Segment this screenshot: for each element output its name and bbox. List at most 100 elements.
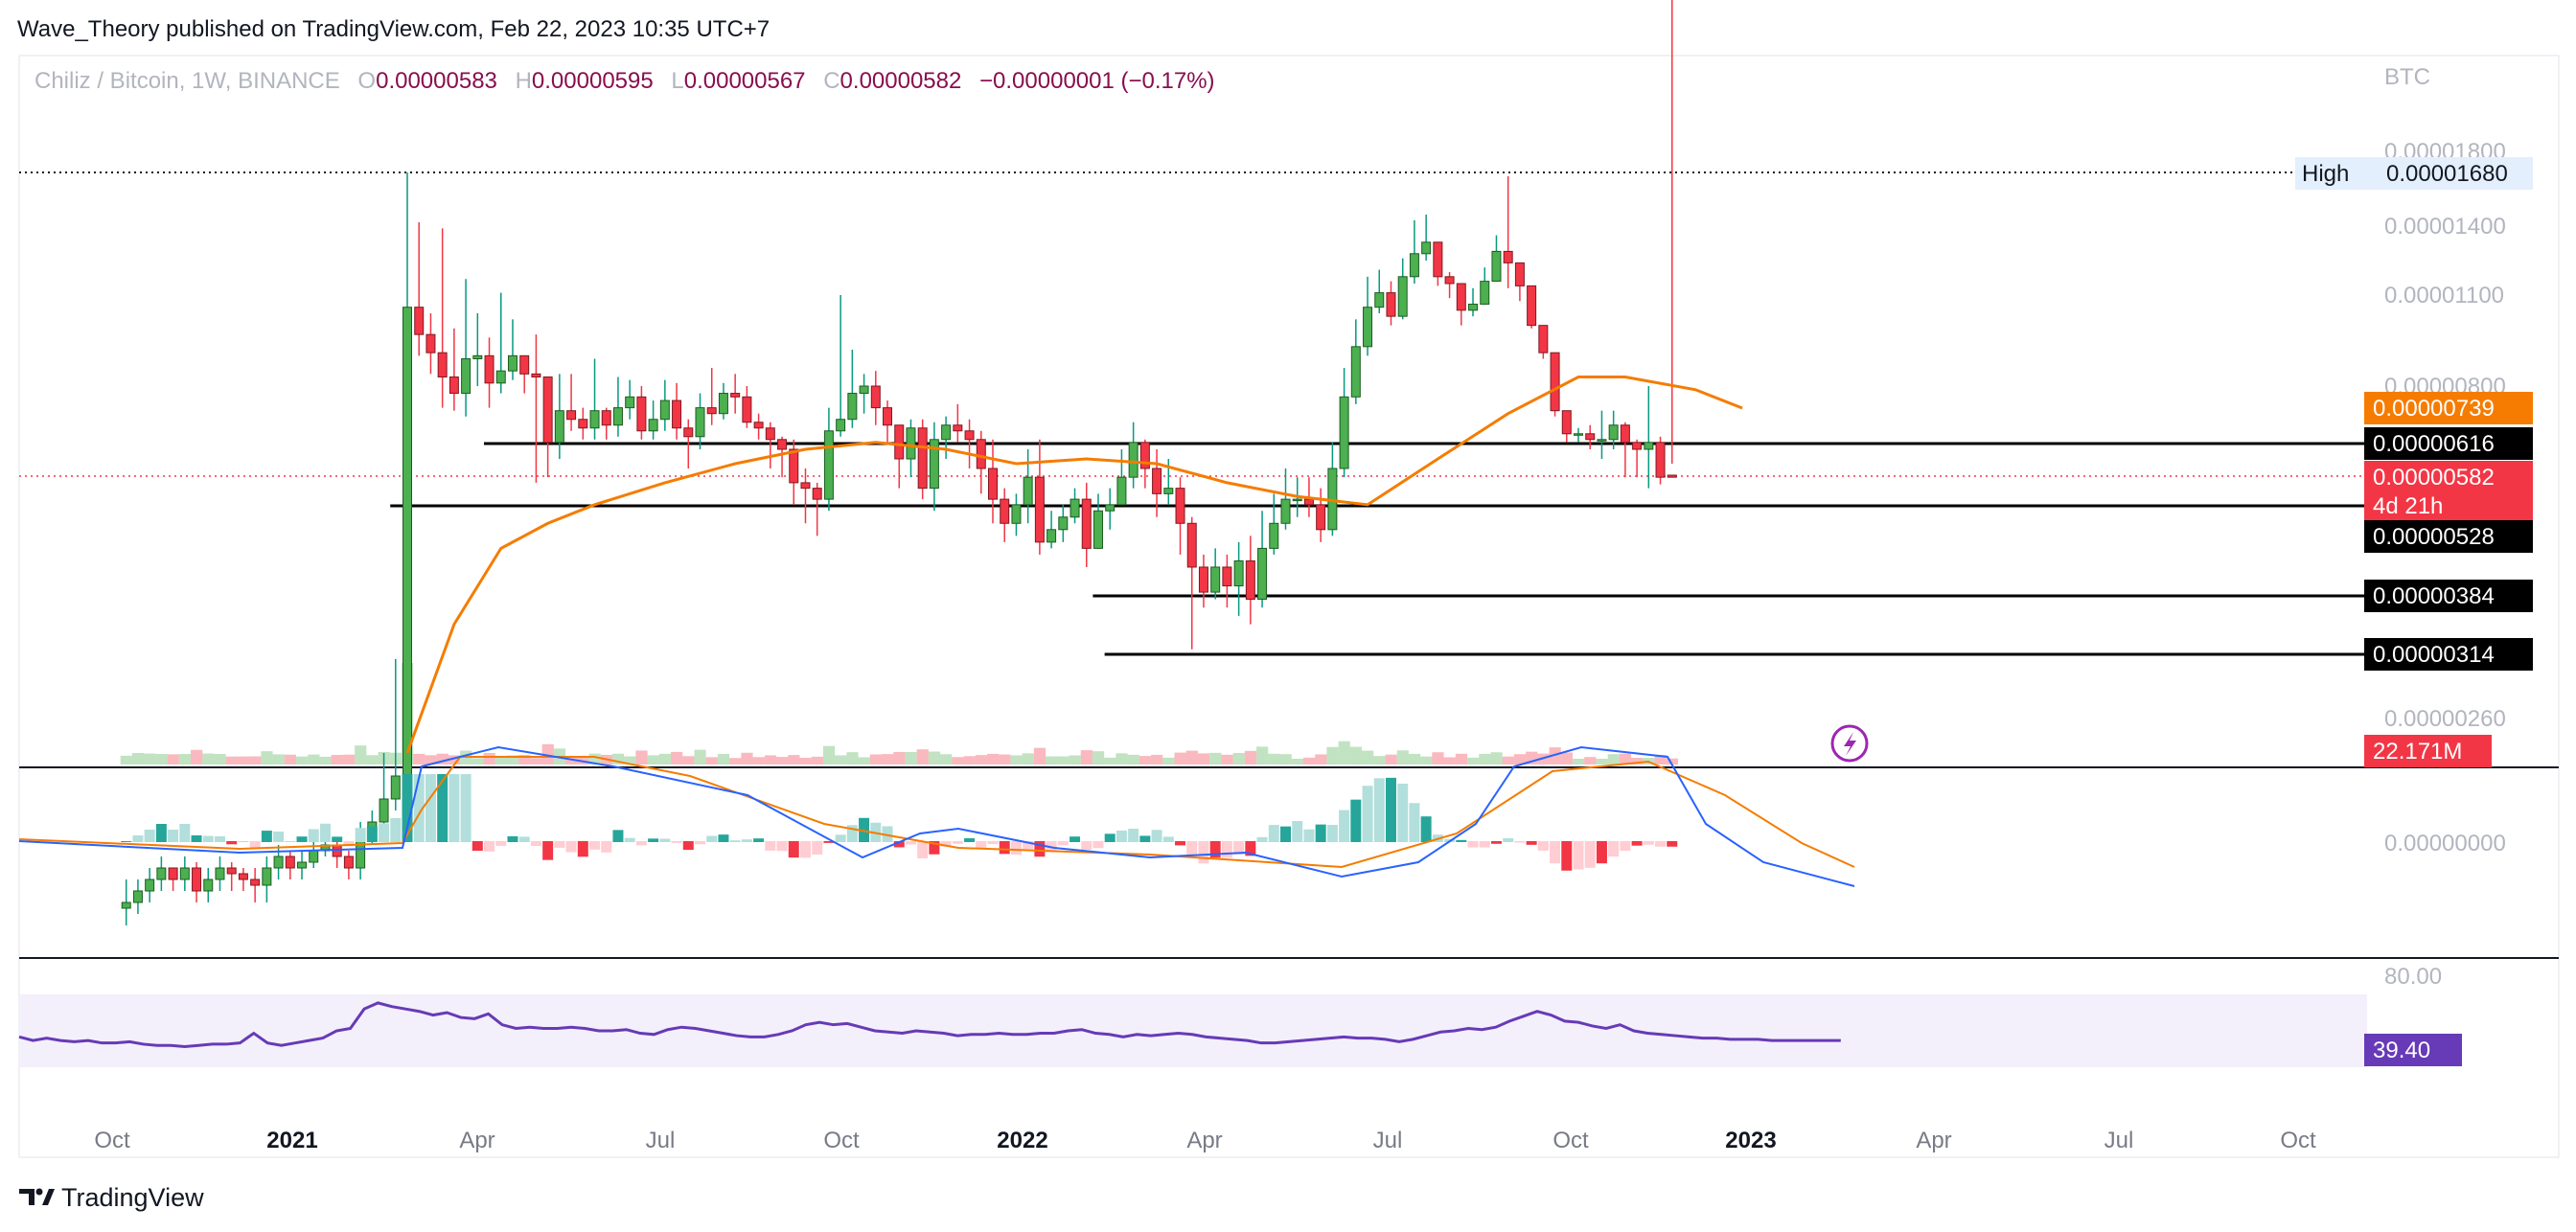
macd-bar: [1186, 841, 1198, 857]
macd-bar: [1420, 816, 1432, 842]
candle-body: [566, 410, 577, 421]
macd-bar: [799, 841, 811, 858]
legend-o-label: O: [357, 68, 376, 94]
candle-body: [472, 354, 483, 360]
candle-body: [390, 775, 401, 800]
time-axis-label: Oct: [823, 1128, 860, 1153]
volume-bar: [1279, 754, 1292, 764]
macd-bar: [155, 824, 167, 842]
volume-bar: [1174, 752, 1186, 764]
macd-bar: [601, 841, 612, 853]
macd-bar: [765, 841, 776, 851]
macd-bar: [1655, 841, 1667, 847]
volume-bar: [717, 754, 730, 764]
macd-bar: [460, 774, 472, 842]
macd-bar: [1467, 841, 1479, 848]
volume-bar: [671, 751, 683, 764]
candle-body: [1409, 253, 1419, 278]
volume-bar: [284, 754, 296, 764]
macd-bar: [1596, 841, 1607, 864]
macd-zero-label: 0.00000000: [2384, 831, 2506, 856]
volume-bar: [342, 754, 356, 764]
volume-bar: [308, 754, 320, 764]
macd-bar: [565, 841, 577, 853]
candle-body: [1023, 476, 1033, 506]
macd-bar: [859, 817, 870, 842]
candle-body: [753, 422, 764, 429]
candle-body: [1374, 292, 1385, 308]
candle-body: [672, 399, 682, 429]
volume-bar: [355, 745, 367, 764]
volume-bar: [788, 755, 800, 764]
time-axis-label: Oct: [1552, 1128, 1589, 1153]
macd-bar: [812, 841, 823, 856]
macd-bar: [1620, 841, 1631, 852]
macd-bar: [1175, 841, 1186, 846]
volume-bar: [729, 758, 742, 764]
candle-body: [1667, 474, 1677, 478]
macd-bar: [1503, 837, 1514, 842]
price-tick-label: 0.00001400: [2384, 214, 2506, 240]
rsi-upper-label: 80.00: [2384, 964, 2442, 990]
macd-bar: [261, 831, 272, 842]
candle-body: [250, 878, 261, 886]
candle-body: [1456, 283, 1466, 311]
candle-body: [1046, 529, 1057, 543]
macd-bar: [1057, 841, 1069, 846]
high-label: High: [2302, 161, 2349, 187]
time-axis-label: Oct: [2280, 1128, 2316, 1153]
candle-body: [132, 890, 143, 903]
candle-body: [859, 385, 869, 395]
candle-body: [1538, 325, 1549, 354]
macd-bar: [823, 841, 835, 843]
volume-label: 22.171M: [2373, 739, 2462, 764]
volume-bar: [952, 757, 964, 764]
candle-body: [121, 901, 131, 909]
candle-body: [542, 376, 553, 444]
level-314-label: 0.00000314: [2373, 642, 2495, 668]
candle-body: [531, 373, 541, 378]
volume-bar: [1291, 759, 1303, 764]
macd-bar: [507, 835, 518, 842]
volume-bar: [448, 755, 461, 764]
lightning-icon[interactable]: [1830, 724, 1869, 763]
candle-body: [578, 419, 588, 429]
macd-bar: [976, 841, 987, 850]
volume-bar: [846, 752, 859, 764]
candle-body: [1550, 352, 1560, 412]
candle-body: [156, 867, 167, 880]
macd-bar: [191, 835, 202, 842]
volume-bar: [331, 755, 343, 764]
volume-bar: [1010, 755, 1023, 764]
macd-bar: [366, 826, 378, 842]
candle-body: [1105, 504, 1116, 512]
macd-bar: [1245, 841, 1256, 856]
candle-body: [870, 385, 881, 409]
candle-body: [484, 354, 494, 384]
volume-bar: [1256, 746, 1269, 764]
candle-body: [402, 307, 412, 777]
macd-bar: [987, 841, 999, 845]
volume-bar: [799, 757, 812, 764]
volume-bar: [155, 754, 168, 764]
macd-bar: [882, 826, 893, 842]
volume-bar: [1116, 753, 1128, 764]
candle-body: [461, 358, 472, 395]
macd-bar: [612, 830, 624, 842]
macd-bar: [999, 841, 1010, 855]
candle-body: [1514, 262, 1525, 286]
price-tick-label: 0.00001100: [2384, 283, 2504, 308]
candle-body: [765, 427, 775, 441]
macd-bar: [1561, 841, 1573, 871]
legend-symbol: Chiliz / Bitcoin, 1W, BINANCE: [34, 68, 340, 94]
macd-bar: [554, 841, 565, 848]
candle-body: [1491, 250, 1502, 283]
volume-bar: [1607, 754, 1620, 764]
candle-body: [823, 430, 834, 500]
volume-bar: [1666, 758, 1678, 764]
volume-area: [120, 663, 1678, 764]
macd-bar: [379, 823, 390, 842]
macd-bar: [249, 841, 261, 849]
volume-bar: [987, 753, 1000, 764]
